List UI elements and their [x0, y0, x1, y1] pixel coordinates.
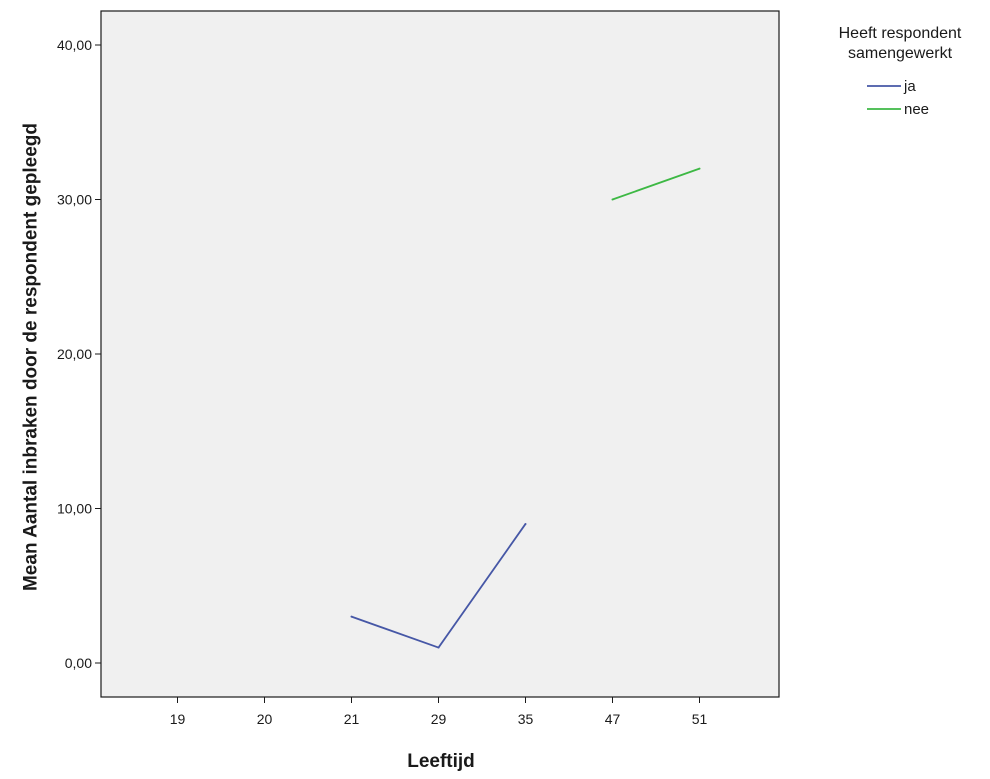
legend-title-line-1: Heeft respondent — [839, 25, 962, 42]
x-tick-label: 29 — [431, 711, 447, 727]
x-tick-label: 35 — [518, 711, 534, 727]
x-tick-label: 19 — [170, 711, 186, 727]
y-tick-label: 10,00 — [57, 501, 92, 517]
legend-label-nee: nee — [904, 101, 929, 118]
y-axis-title: Mean Aantal inbraken door de respondent … — [21, 123, 42, 591]
x-axis-ticks: 19 20 21 29 35 47 51 — [170, 697, 708, 727]
x-tick-label: 47 — [605, 711, 621, 727]
legend-items: ja nee — [867, 78, 929, 118]
data-point-nee — [698, 167, 701, 170]
series-line-nee — [612, 167, 700, 201]
y-tick-label: 40,00 — [57, 37, 92, 53]
x-tick-label: 20 — [257, 711, 273, 727]
data-point-ja — [524, 522, 527, 525]
y-tick-label: 30,00 — [57, 191, 92, 207]
legend: Heeft respondent samengewerkt ja nee — [839, 25, 962, 118]
data-point-ja — [437, 646, 440, 649]
x-axis-title: Leeftijd — [407, 751, 475, 772]
data-point-ja — [350, 615, 353, 618]
x-tick-label: 51 — [692, 711, 708, 727]
y-tick-label: 20,00 — [57, 346, 92, 362]
legend-title-line-2: samengewerkt — [848, 45, 953, 62]
data-point-nee — [611, 198, 614, 201]
x-tick-label: 21 — [344, 711, 360, 727]
y-tick-label: 0,00 — [65, 655, 92, 671]
series-layer — [350, 167, 701, 649]
plot-area — [100, 10, 780, 698]
legend-label-ja: ja — [903, 78, 916, 95]
y-axis-ticks: 0,00 10,00 20,00 30,00 40,00 — [57, 37, 101, 671]
